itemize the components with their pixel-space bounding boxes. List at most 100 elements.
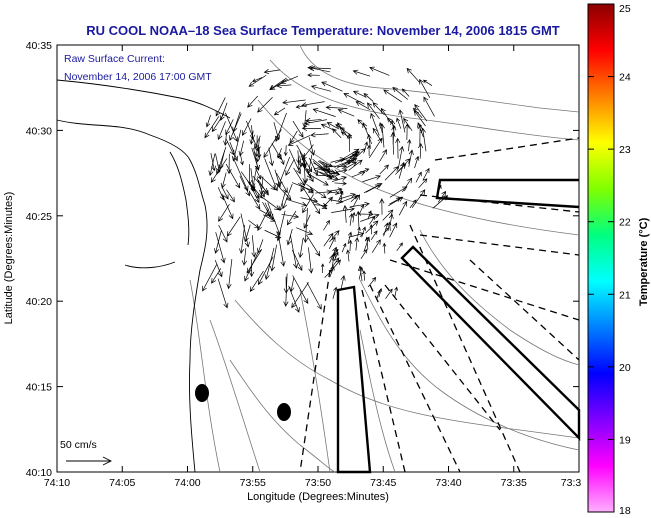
current-vector bbox=[383, 222, 389, 237]
current-vector bbox=[334, 153, 358, 164]
current-vector bbox=[247, 95, 259, 108]
current-vector bbox=[415, 171, 422, 183]
current-vector bbox=[246, 249, 263, 274]
current-vector bbox=[329, 259, 342, 273]
current-vector bbox=[302, 194, 314, 214]
x-axis: 74:10 74:05 74:00 73:55 73:50 73:45 73:40 73:35… bbox=[44, 45, 582, 489]
current-vector bbox=[240, 213, 250, 248]
current-vector bbox=[389, 186, 408, 198]
current-vector bbox=[352, 194, 360, 208]
colorbar-tick-label: 24 bbox=[619, 72, 631, 84]
current-vector bbox=[341, 242, 347, 253]
current-vector bbox=[309, 66, 331, 73]
current-vector bbox=[331, 175, 347, 183]
current-vector bbox=[276, 210, 286, 242]
current-vector bbox=[285, 158, 295, 176]
current-vector bbox=[355, 210, 361, 229]
current-vector bbox=[288, 285, 300, 313]
current-vector bbox=[210, 158, 228, 183]
current-vector bbox=[260, 195, 280, 211]
y-axis-label: Latitude (Degrees:Minutes) bbox=[3, 192, 15, 325]
x-tick-label: 73:3 bbox=[561, 477, 582, 489]
current-vector bbox=[332, 128, 342, 139]
current-vector bbox=[211, 113, 225, 133]
current-vector bbox=[437, 190, 447, 203]
current-vector bbox=[286, 210, 297, 226]
current-vector bbox=[286, 228, 293, 246]
current-vector bbox=[388, 213, 394, 228]
current-vector bbox=[398, 161, 406, 179]
current-vector bbox=[282, 99, 306, 105]
current-vector bbox=[239, 224, 246, 255]
current-vector bbox=[250, 185, 260, 204]
current-vector bbox=[396, 117, 402, 129]
current-vector bbox=[389, 197, 402, 205]
current-vector bbox=[249, 270, 264, 292]
current-vector bbox=[369, 216, 376, 225]
current-vector bbox=[252, 77, 263, 83]
current-vector bbox=[214, 230, 222, 254]
current-vector bbox=[273, 107, 286, 116]
current-vector bbox=[397, 145, 405, 170]
current-vector bbox=[231, 129, 242, 162]
x-tick-label: 73:55 bbox=[240, 477, 266, 489]
current-vector bbox=[329, 265, 335, 278]
current-vector bbox=[301, 186, 321, 215]
current-vector bbox=[406, 67, 420, 83]
current-vector bbox=[329, 230, 340, 243]
current-vector bbox=[418, 178, 428, 189]
current-vector bbox=[407, 139, 412, 152]
current-vector bbox=[288, 149, 301, 175]
coastline bbox=[56, 79, 231, 473]
current-vector bbox=[423, 96, 435, 117]
current-vector bbox=[215, 97, 226, 117]
current-vector bbox=[329, 246, 338, 264]
current-vector bbox=[395, 137, 401, 159]
current-vector bbox=[384, 166, 399, 181]
current-vector bbox=[319, 160, 329, 168]
x-tick-label: 73:35 bbox=[501, 477, 527, 489]
current-vector bbox=[249, 259, 255, 278]
current-vector bbox=[276, 83, 292, 89]
current-vector bbox=[226, 189, 235, 203]
current-vector bbox=[403, 117, 413, 132]
current-vector bbox=[210, 153, 217, 172]
y-tick-label: 40:35 bbox=[26, 40, 52, 52]
current-vector bbox=[252, 186, 260, 199]
current-vector bbox=[323, 196, 334, 207]
current-vector bbox=[278, 190, 286, 212]
current-vector bbox=[222, 187, 229, 200]
current-vector bbox=[218, 203, 230, 222]
current-vector bbox=[325, 104, 348, 111]
y-tick-label: 40:25 bbox=[26, 211, 52, 223]
zone-east bbox=[435, 178, 580, 209]
current-vector bbox=[372, 102, 385, 116]
scale-arrow bbox=[66, 456, 113, 466]
current-vector bbox=[275, 182, 292, 201]
current-vector bbox=[349, 213, 354, 226]
current-vector bbox=[390, 119, 396, 136]
current-vector bbox=[306, 183, 327, 199]
current-vector bbox=[308, 173, 329, 186]
current-vector bbox=[332, 286, 338, 299]
current-vector bbox=[367, 210, 372, 220]
current-vector bbox=[275, 112, 287, 142]
zone-outlines bbox=[336, 178, 581, 474]
current-vector bbox=[289, 130, 298, 144]
current-vector bbox=[215, 232, 226, 264]
current-vector bbox=[362, 270, 366, 281]
current-vector bbox=[408, 149, 414, 167]
current-vector bbox=[422, 79, 433, 87]
current-vectors bbox=[202, 65, 449, 313]
current-vector bbox=[298, 183, 314, 194]
x-tick-label: 74:00 bbox=[174, 477, 200, 489]
current-vector bbox=[217, 187, 225, 201]
current-vector bbox=[277, 156, 290, 186]
current-vector bbox=[414, 155, 420, 169]
current-vector bbox=[389, 222, 398, 238]
current-vector bbox=[217, 278, 229, 309]
current-vector bbox=[328, 163, 348, 170]
current-vector bbox=[225, 119, 234, 136]
current-vector bbox=[378, 288, 383, 298]
